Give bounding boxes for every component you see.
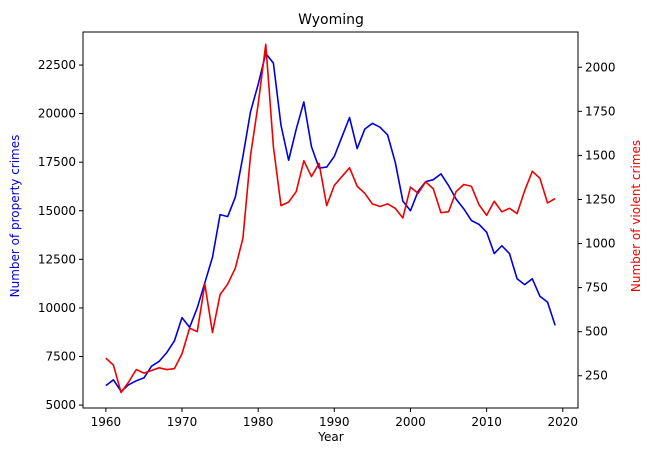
right-y-tick-label: 1250 — [585, 192, 616, 206]
property-crimes-line — [105, 52, 556, 393]
right-y-tick-label: 1750 — [585, 104, 616, 118]
left-y-tick-label: 20000 — [38, 107, 76, 121]
right-y-tick-label: 1500 — [585, 148, 616, 162]
left-y-tick-label: 22500 — [38, 58, 76, 72]
left-y-tick-label: 5000 — [45, 398, 76, 412]
x-tick-label: 2000 — [395, 415, 426, 429]
x-tick-label: 2010 — [471, 415, 502, 429]
x-tick-label: 1990 — [319, 415, 350, 429]
right-y-tick-label: 750 — [585, 281, 608, 295]
x-tick-label: 2020 — [547, 415, 578, 429]
plot-area — [82, 31, 579, 409]
x-tick-label: 1960 — [91, 415, 122, 429]
x-tick-label: 1980 — [243, 415, 274, 429]
left-y-tick-label: 12500 — [38, 252, 76, 266]
left-y-tick-label: 7500 — [45, 350, 76, 364]
x-axis-label: Year — [317, 430, 343, 444]
right-y-tick-label: 500 — [585, 325, 608, 339]
right-y-axis-label: Number of violent crimes — [629, 140, 643, 292]
right-y-tick-label: 2000 — [585, 60, 616, 74]
right-y-tick-label: 1000 — [585, 237, 616, 251]
left-y-tick-label: 10000 — [38, 301, 76, 315]
violent-crimes-line — [105, 43, 556, 394]
axis-ticks: 1960 1970 1980 1990 2000 2010 2020 5000 7500 1000… — [38, 58, 616, 429]
left-y-tick-label: 17500 — [38, 155, 76, 169]
plot-frame — [82, 31, 579, 409]
x-tick-label: 1970 — [167, 415, 198, 429]
chart-title: Wyoming — [298, 12, 364, 28]
left-y-axis-label: Number of property crimes — [8, 135, 22, 298]
left-y-tick-label: 15000 — [38, 204, 76, 218]
right-y-tick-label: 250 — [585, 369, 608, 383]
